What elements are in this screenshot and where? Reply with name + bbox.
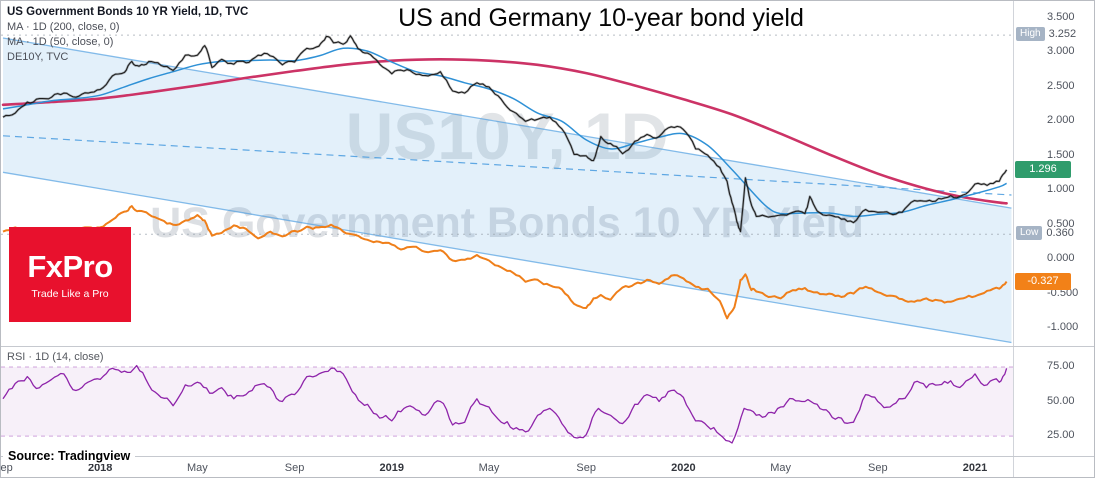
rsi-band-fill bbox=[1, 367, 1013, 437]
dashed-trendline bbox=[2, 135, 1012, 196]
fxpro-tagline: Trade Like a Pro bbox=[31, 288, 109, 300]
time-axis-label: May bbox=[770, 462, 791, 474]
low-value: 0.360 bbox=[1046, 227, 1074, 240]
price-tick-label: -1.000 bbox=[1047, 321, 1079, 333]
price-tick-label: 2.500 bbox=[1047, 79, 1075, 92]
fxpro-wordmark: FxPro bbox=[27, 249, 113, 284]
rsi-tick-label: 75.00 bbox=[1047, 359, 1075, 372]
price-axis[interactable]: High 3.252 Low 0.360 1.296 -0.327 3.500 3… bbox=[1014, 1, 1094, 456]
time-axis-label: 2020 bbox=[671, 462, 696, 474]
rsi-tick-label: 25.00 bbox=[1047, 429, 1075, 442]
axis-divider bbox=[1013, 1, 1014, 477]
high-label-row: High 3.252 bbox=[1016, 27, 1077, 42]
rsi-chart-canvas[interactable] bbox=[1, 347, 1013, 456]
time-axis-label: Sep bbox=[576, 462, 596, 474]
time-axis-label: 2018 bbox=[87, 462, 113, 474]
low-label-row: Low 0.360 bbox=[1016, 226, 1074, 241]
ma200-line bbox=[1, 58, 1008, 205]
price-tick-label: 0.000 bbox=[1047, 252, 1075, 265]
trend-channel-bottom-line bbox=[2, 171, 1012, 344]
de10y-price-line bbox=[2, 205, 1008, 320]
chart-legend: US Government Bonds 10 YR Yield, 1D, TVC… bbox=[7, 5, 248, 65]
price-tick-label: 1.500 bbox=[1047, 148, 1075, 161]
time-axis[interactable]: Sep 2018 May Sep 2019 May Sep 2020 May Sep 2021 bbox=[0, 457, 1013, 477]
time-axis-label: May bbox=[478, 462, 500, 474]
price-tick-label: 0.500 bbox=[1047, 217, 1075, 230]
us10y-price-line bbox=[2, 35, 1008, 233]
legend-ma50[interactable]: MA · 1D (50, close, 0) bbox=[7, 36, 114, 48]
rsi-tick-label: 50.00 bbox=[1047, 394, 1075, 407]
legend-symbol[interactable]: US Government Bonds 10 YR Yield, 1D, TVC bbox=[7, 6, 249, 18]
time-axis-label: Sep bbox=[0, 462, 13, 474]
time-axis-label: 2019 bbox=[379, 462, 405, 474]
legend-ma200[interactable]: MA · 1D (200, close, 0) bbox=[7, 21, 120, 33]
us10y-last-price-badge: 1.296 bbox=[1015, 160, 1071, 178]
rsi-legend[interactable]: RSI · 1D (14, close) bbox=[7, 351, 104, 363]
legend-de10y[interactable]: DE10Y, TVC bbox=[7, 51, 69, 63]
watermark-description: US Government Bonds 10 YR Yield bbox=[1, 199, 1013, 248]
de10y-last-price-badge: -0.327 bbox=[1015, 272, 1071, 290]
source-note: Source: Tradingview bbox=[3, 448, 136, 464]
time-axis-label: May bbox=[187, 462, 208, 474]
high-chip: High bbox=[1016, 27, 1045, 42]
high-value: 3.252 bbox=[1048, 28, 1077, 41]
ma50-line bbox=[2, 47, 1007, 218]
price-tick-label: 1.000 bbox=[1047, 183, 1075, 196]
price-tick-label: 3.000 bbox=[1047, 45, 1075, 58]
trend-channel-top-line bbox=[2, 37, 1012, 209]
time-axis-label: Sep bbox=[284, 462, 305, 474]
trend-channel-fill bbox=[3, 38, 1012, 343]
time-axis-divider bbox=[1, 456, 1094, 457]
main-chart-canvas[interactable] bbox=[1, 1, 1013, 347]
low-chip: Low bbox=[1016, 226, 1043, 241]
time-axis-label: Sep bbox=[868, 462, 888, 474]
fxpro-logo: FxPro Trade Like a Pro bbox=[9, 227, 131, 322]
panel-divider[interactable] bbox=[1, 346, 1094, 347]
rsi-line bbox=[2, 364, 1008, 444]
price-tick-label: 2.000 bbox=[1047, 114, 1075, 127]
chart-title: US and Germany 10-year bond yield bbox=[398, 4, 804, 32]
price-tick-label: 3.500 bbox=[1047, 10, 1075, 23]
watermark-symbol: US10Y, 1D bbox=[1, 98, 1013, 174]
time-axis-label: 2021 bbox=[962, 462, 988, 474]
